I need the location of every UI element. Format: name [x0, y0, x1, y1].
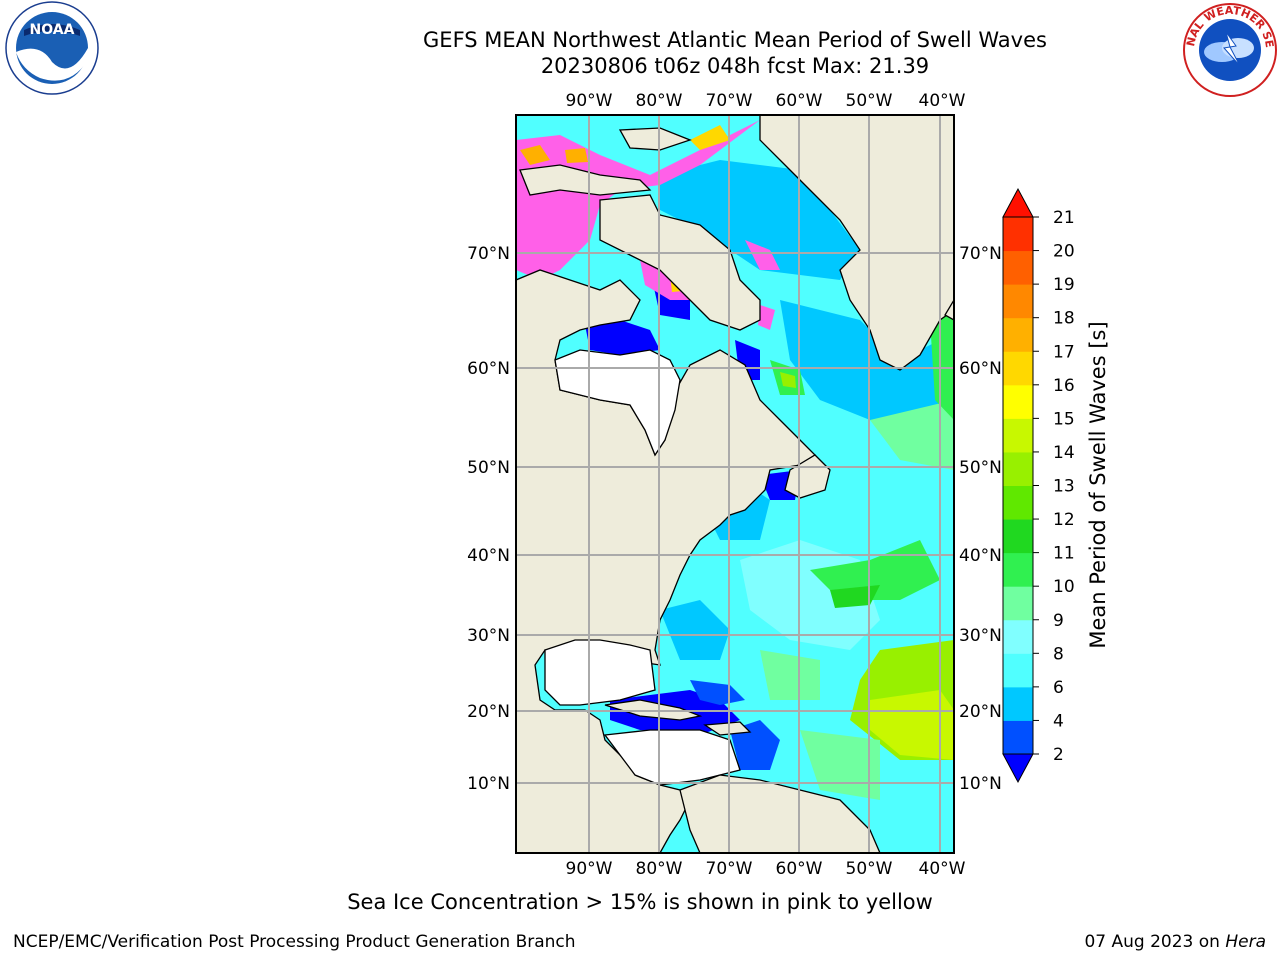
- lat-label: 60°N: [959, 359, 1002, 379]
- lat-label: 20°N: [467, 702, 510, 722]
- colorbar-segment: [1003, 418, 1033, 453]
- lon-label: 80°W: [636, 859, 683, 879]
- sea-ice-note: Sea Ice Concentration > 15% is shown in …: [347, 890, 933, 914]
- colorbar-tick-label: 17: [1053, 342, 1075, 362]
- lon-label: 60°W: [776, 91, 823, 111]
- noaa-logo-text: NOAA: [30, 22, 75, 38]
- colorbar-tick-label: 9: [1053, 611, 1064, 631]
- colorbar-tick-label: 16: [1053, 376, 1075, 396]
- colorbar-segment: [1003, 552, 1033, 587]
- colorbar-tick-label: 4: [1053, 711, 1064, 731]
- footer-machine: Hera: [1225, 932, 1266, 952]
- lat-labels-right: 70°N 60°N 50°N 40°N 30°N 20°N 10°N: [959, 244, 1002, 794]
- graticule: [516, 115, 954, 853]
- colorbar-segment: [1003, 317, 1033, 352]
- lat-label: 30°N: [959, 626, 1002, 646]
- colorbar-tick-label: 19: [1053, 275, 1075, 295]
- colorbar-tick-label: 2: [1053, 745, 1064, 765]
- lon-label: 70°W: [706, 859, 753, 879]
- colorbar-segment: [1003, 351, 1033, 386]
- colorbar-segment: [1003, 384, 1033, 419]
- colorbar-segment: [1003, 720, 1033, 755]
- colorbar-segment: [1003, 451, 1033, 486]
- colorbar-tick-label: 13: [1053, 477, 1075, 497]
- lon-label: 70°W: [706, 91, 753, 111]
- lat-label: 10°N: [467, 774, 510, 794]
- lat-label: 60°N: [467, 359, 510, 379]
- colorbar-under-extension: [1002, 753, 1034, 784]
- colorbar-segment: [1003, 250, 1033, 285]
- lat-label: 50°N: [467, 458, 510, 478]
- colorbar-tick-label: 8: [1053, 644, 1064, 664]
- colorbar-segment: [1003, 284, 1033, 319]
- lon-label: 90°W: [566, 91, 613, 111]
- lon-labels-bottom: 90°W 80°W 70°W 60°W 50°W 40°W: [566, 859, 966, 879]
- footer-date: 07 Aug 2023 on Hera: [1084, 932, 1266, 952]
- map-frame: [515, 114, 955, 854]
- lat-label: 70°N: [959, 244, 1002, 264]
- map-plot-area: [516, 115, 954, 853]
- lon-label: 50°W: [846, 859, 893, 879]
- colorbar-tick-label: 14: [1053, 443, 1075, 463]
- lat-label: 40°N: [959, 546, 1002, 566]
- colorbar-title: Mean Period of Swell Waves [s]: [1086, 321, 1110, 648]
- colorbar-tick-label: 20: [1053, 242, 1075, 262]
- colorbar-tick-label: 21: [1053, 208, 1075, 228]
- colorbar-segment: [1003, 586, 1033, 621]
- colorbar-segment: [1003, 653, 1033, 688]
- lat-labels-left: 70°N 60°N 50°N 40°N 30°N 20°N 10°N: [467, 244, 510, 794]
- lat-label: 30°N: [467, 626, 510, 646]
- lon-labels-top: 90°W 80°W 70°W 60°W 50°W 40°W: [566, 91, 966, 111]
- nws-logo-icon: NATIONAL WEATHER SERVICE: [1180, 0, 1277, 97]
- colorbar-segment: [1003, 217, 1033, 252]
- colorbar-tick-label: 12: [1053, 510, 1075, 530]
- footer-credit: NCEP/EMC/Verification Post Processing Pr…: [13, 932, 576, 952]
- colorbar-over-extension: [1002, 187, 1034, 218]
- colorbar-tick-label: 6: [1053, 678, 1064, 698]
- chart-subtitle: 20230806 t06z 048h fcst Max: 21.39: [540, 54, 930, 78]
- lon-label: 40°W: [919, 91, 966, 111]
- lon-label: 40°W: [919, 859, 966, 879]
- lon-label: 80°W: [636, 91, 683, 111]
- colorbar-tick-label: 10: [1053, 577, 1075, 597]
- lat-label: 20°N: [959, 702, 1002, 722]
- lat-label: 40°N: [467, 546, 510, 566]
- colorbar-tick-label: 18: [1053, 309, 1075, 329]
- noaa-logo-icon: NOAA: [5, 1, 99, 95]
- colorbar: 2 4 6 8 9 10 11 12 13 14 15 16 17 18 19 20 21: [1002, 187, 1075, 784]
- colorbar-segment: [1003, 686, 1033, 721]
- footer-date-text: 07 Aug 2023 on: [1084, 932, 1226, 952]
- lon-label: 50°W: [846, 91, 893, 111]
- colorbar-tick-label: 11: [1053, 544, 1075, 564]
- colorbar-tick-label: 15: [1053, 409, 1075, 429]
- lon-label: 60°W: [776, 859, 823, 879]
- colorbar-segment: [1003, 485, 1033, 520]
- lat-label: 10°N: [959, 774, 1002, 794]
- colorbar-segment: [1003, 519, 1033, 554]
- chart-title: GEFS MEAN Northwest Atlantic Mean Period…: [423, 28, 1047, 52]
- lon-label: 90°W: [566, 859, 613, 879]
- lat-label: 50°N: [959, 458, 1002, 478]
- lat-label: 70°N: [467, 244, 510, 264]
- colorbar-segment: [1003, 619, 1033, 654]
